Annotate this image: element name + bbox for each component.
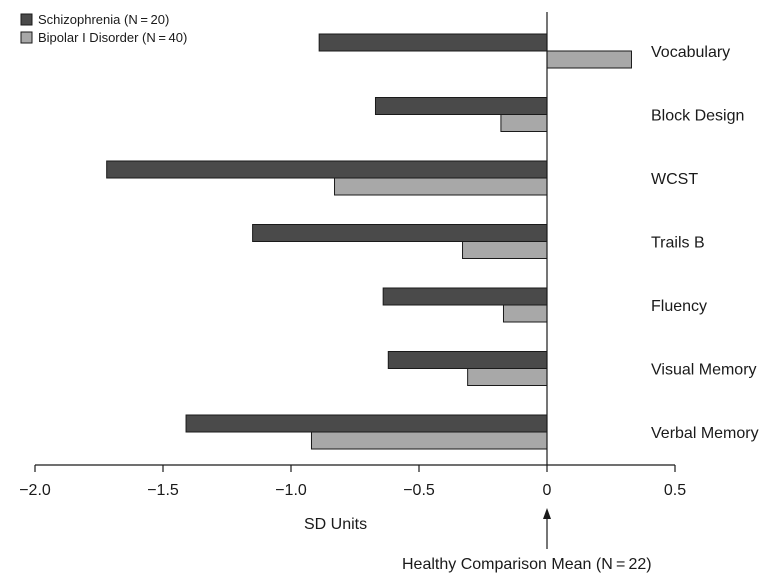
bar-bipolar-verbal-memory bbox=[310, 431, 548, 450]
x-axis-title: SD Units bbox=[304, 516, 367, 533]
legend-swatch bbox=[20, 31, 33, 44]
bar-bipolar-fluency bbox=[502, 304, 548, 323]
x-tick-label: 0.5 bbox=[664, 482, 686, 499]
x-tick-label: 0 bbox=[543, 482, 552, 499]
bar-schizophrenia-trails-b bbox=[252, 224, 548, 242]
reference-label: Healthy Comparison Mean (N = 22) bbox=[402, 556, 652, 573]
x-tick-label: −1.5 bbox=[147, 482, 179, 499]
bar-schizophrenia-wcst bbox=[106, 160, 548, 179]
category-label: Trails B bbox=[651, 235, 705, 252]
bar-schizophrenia-vocabulary bbox=[318, 33, 548, 52]
bar-schizophrenia-visual-memory bbox=[387, 351, 548, 369]
bar-bipolar-vocabulary bbox=[546, 50, 632, 69]
category-labels: Vocabulary Block Design WCST Trails B Fluenc… bbox=[651, 44, 759, 442]
legend: Schizophrenia (N = 20) Bipolar I Disorder… bbox=[20, 12, 187, 45]
bar-schizophrenia-fluency bbox=[382, 287, 548, 306]
bar-bipolar-wcst bbox=[334, 177, 548, 196]
legend-label: Schizophrenia (N = 20) bbox=[38, 12, 169, 27]
x-tick-label: −1.0 bbox=[275, 482, 307, 499]
category-label: Verbal Memory bbox=[651, 425, 759, 442]
bars bbox=[106, 33, 632, 450]
x-tick-label: −2.0 bbox=[19, 482, 51, 499]
category-label: WCST bbox=[651, 171, 698, 188]
category-label: Block Design bbox=[651, 108, 744, 125]
category-label: Visual Memory bbox=[651, 362, 757, 379]
category-label: Fluency bbox=[651, 298, 707, 315]
category-label: Vocabulary bbox=[651, 44, 730, 61]
bar-bipolar-trails-b bbox=[462, 241, 548, 259]
axes: −2.0 −1.5 −1.0 −0.5 0 0.5 bbox=[19, 12, 686, 549]
legend-label: Bipolar I Disorder (N = 40) bbox=[38, 30, 187, 45]
bar-schizophrenia-block-design bbox=[374, 97, 548, 115]
bar-bipolar-block-design bbox=[500, 114, 548, 132]
legend-swatch bbox=[20, 13, 33, 26]
arrow-up-icon bbox=[543, 508, 551, 519]
x-tick-label: −0.5 bbox=[403, 482, 435, 499]
bar-schizophrenia-verbal-memory bbox=[185, 414, 548, 433]
bar-bipolar-visual-memory bbox=[467, 368, 548, 386]
